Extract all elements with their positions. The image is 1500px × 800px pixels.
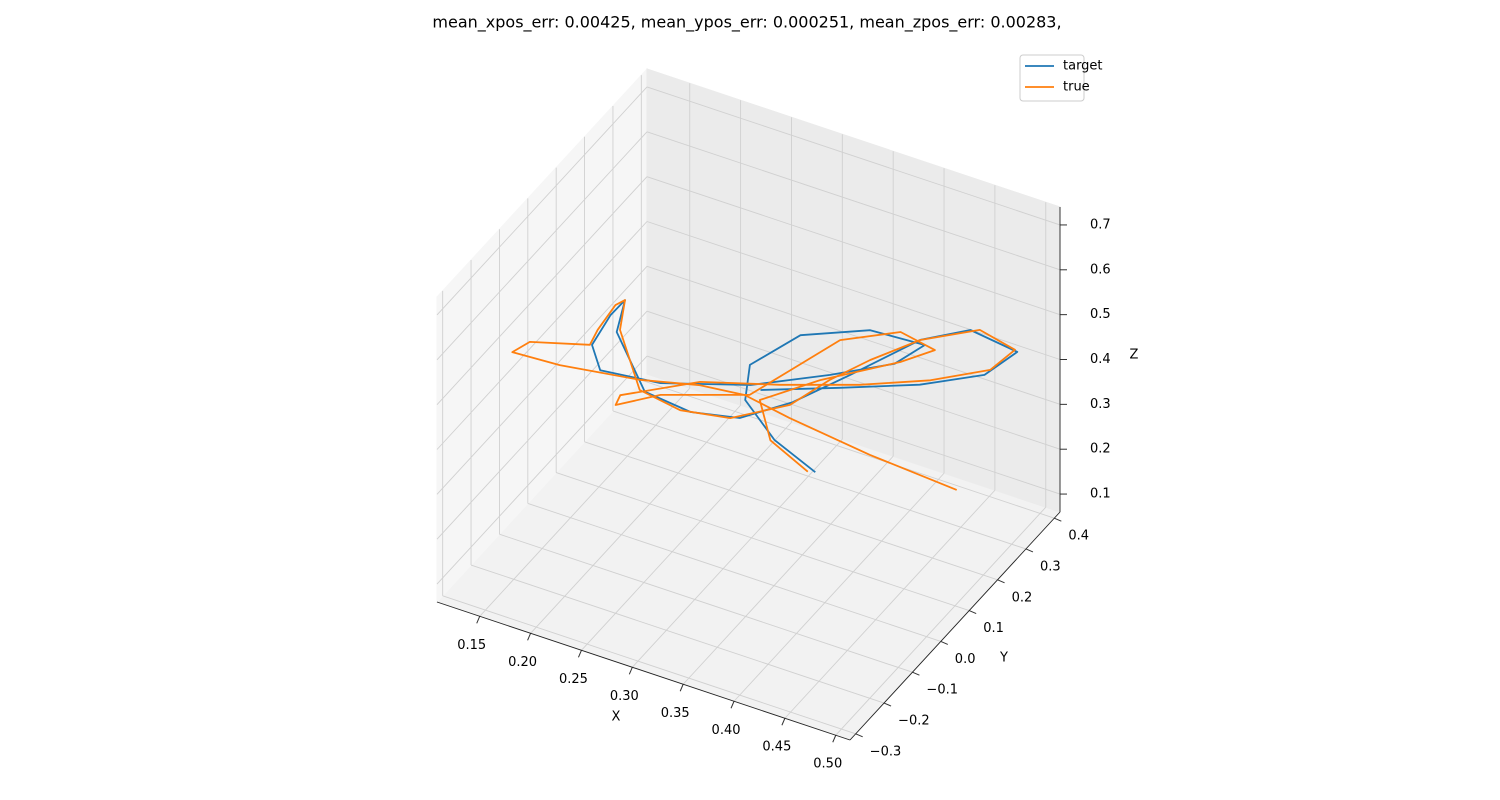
y-grid-floor [499,533,913,673]
x-grid-floor [479,387,691,617]
y-tick-label: 0.0 [955,652,976,667]
y-grid-floor [612,410,1027,550]
y-tick-label: 0.1 [983,621,1004,636]
legend-label: target [1063,59,1103,74]
z-grid-back [646,310,1061,450]
x-grid-floor [682,455,894,685]
x-tick-label: 0.40 [712,723,741,738]
y-tick-label: 0.3 [1040,559,1061,574]
y-tick-label: −0.1 [926,683,958,698]
y-tick [1025,548,1034,553]
x-tick-label: 0.15 [457,638,486,653]
y-tick-label: 0.4 [1068,529,1089,544]
y-tick-label: 0.2 [1012,590,1033,605]
x-grid-floor [835,506,1047,736]
x-tick-label: 0.50 [813,757,842,772]
y-axis-line [849,511,1061,741]
z-grid-left [436,176,648,405]
x-tick [628,667,633,675]
z-tick-label: 0.3 [1090,397,1111,412]
legend: target true [1019,54,1103,102]
x-tick-label: 0.35 [661,706,690,721]
axes: 0.15 0.20 0.25 0.30 0.35 0.40 0.45 0.50 −0.3 −0.2… [436,207,1111,772]
z-tick-label: 0.5 [1090,307,1111,322]
y-tick-label: −0.3 [870,744,902,759]
legend-label: true [1063,80,1090,95]
x-tick [679,684,684,692]
y-grid-floor [442,595,856,735]
y-grid-floor [527,502,941,642]
z-tick-label: 0.4 [1090,352,1111,367]
z-grid-left [436,310,648,540]
y-tick [912,671,920,676]
y-grid-floor [470,564,885,704]
z-grid-left [436,86,648,316]
x-tick [832,735,837,743]
y-tick [855,733,863,738]
y-tick [997,579,1005,584]
y-tick [968,610,977,615]
y-tick [1054,517,1062,522]
x-tick [730,701,735,709]
y-grid-floor [641,379,1055,519]
z-grid-left [436,355,648,585]
x-grid-floor [530,404,741,634]
z-grid-back [646,176,1061,316]
chart-title: mean_xpos_err: 0.00425, mean_ypos_err: 0… [432,13,1061,33]
x-tick-label: 0.30 [610,689,639,704]
y-axis-label: Y [999,651,1008,666]
z-axis-label: Z [1130,348,1139,363]
y-grid-floor [556,472,970,612]
z-tick-label: 0.6 [1090,262,1111,277]
z-grid-back [646,131,1061,271]
z-grid-back [646,86,1061,226]
z-grid-left [436,221,648,450]
grid [436,75,1061,736]
x-axis-label: X [612,710,621,725]
x-grid-floor [784,489,996,719]
x-tick [527,633,532,641]
z-grid-left [436,131,648,361]
trajectory-line [511,299,1016,491]
z-grid-back [646,355,1061,495]
x-grid-floor [733,472,945,702]
x-grid-floor [631,438,843,668]
trajectory-line [591,299,1019,473]
x-tick-label: 0.45 [762,740,791,755]
z-grid-back [646,265,1061,405]
panes [436,67,1061,741]
y-tick [940,640,949,645]
x-tick-label: 0.20 [508,655,537,670]
x-axis-line [436,601,851,741]
z-tick-label: 0.1 [1090,487,1111,502]
y-tick-label: −0.2 [898,714,930,729]
y-grid-floor [584,441,998,581]
x-tick [476,616,481,624]
y-tick [883,702,892,707]
z-grid-left [436,266,648,495]
z-tick-label: 0.2 [1090,442,1111,457]
x-grid-floor [581,421,792,651]
x-tick [577,650,582,658]
z-tick-label: 0.7 [1090,217,1111,232]
x-tick-label: 0.25 [559,672,588,687]
x-tick [781,718,786,726]
lines [511,299,1019,491]
